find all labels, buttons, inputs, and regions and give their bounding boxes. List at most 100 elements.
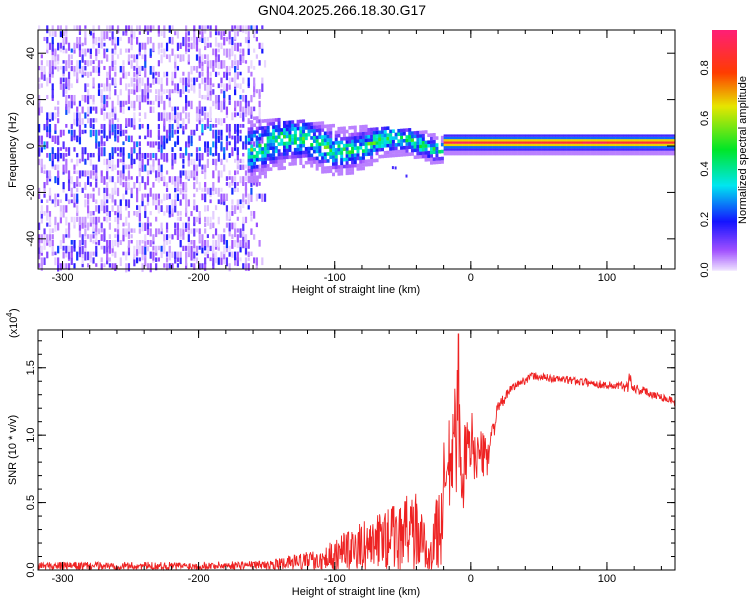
heatmap-cell bbox=[579, 136, 583, 140]
heatmap-cell bbox=[204, 147, 207, 153]
heatmap-cell bbox=[73, 216, 76, 226]
heatmap-cell bbox=[571, 139, 575, 142]
heatmap-cell bbox=[514, 139, 518, 142]
heatmap-cell bbox=[364, 131, 368, 136]
heatmap-cell bbox=[636, 148, 640, 151]
heatmap-cell bbox=[176, 222, 180, 230]
heatmap-cell bbox=[84, 25, 87, 29]
heatmap-cell bbox=[171, 48, 174, 56]
colorbar-segment bbox=[712, 174, 737, 177]
heatmap-cell bbox=[337, 147, 341, 152]
heatmap-cell bbox=[149, 36, 152, 44]
heatmap-cell bbox=[666, 134, 670, 137]
heatmap-cell bbox=[626, 143, 629, 147]
heatmap-cell bbox=[100, 94, 103, 103]
heatmap-cell bbox=[555, 141, 559, 144]
heatmap-cell bbox=[647, 136, 651, 140]
heatmap-cell bbox=[92, 239, 95, 244]
heatmap-cell bbox=[182, 158, 185, 164]
heatmap-cell bbox=[361, 138, 365, 143]
heatmap-cell bbox=[242, 106, 245, 113]
heatmap-cell bbox=[204, 112, 207, 120]
heatmap-cell bbox=[634, 141, 638, 144]
heatmap-cell bbox=[519, 150, 523, 154]
heatmap-cell bbox=[476, 141, 480, 144]
heatmap-cell bbox=[557, 148, 561, 151]
heatmap-cell bbox=[127, 135, 131, 143]
heatmap-cell bbox=[410, 152, 414, 156]
heatmap-cell bbox=[454, 136, 458, 140]
heatmap-cell bbox=[370, 152, 374, 156]
heatmap-cell bbox=[152, 234, 155, 242]
heatmap-cell bbox=[590, 134, 594, 137]
heatmap-cell bbox=[386, 133, 390, 137]
heatmap-cell bbox=[185, 193, 188, 202]
heatmap-cell bbox=[176, 228, 180, 236]
heatmap-cell bbox=[612, 134, 616, 137]
heatmap-cell bbox=[299, 143, 303, 148]
heatmap-cell bbox=[204, 123, 207, 130]
colorbar-segment bbox=[712, 140, 737, 143]
heatmap-cell bbox=[522, 148, 526, 151]
heatmap-cell bbox=[449, 150, 453, 154]
heatmap-cell bbox=[125, 164, 128, 170]
heatmap-cell bbox=[152, 251, 155, 261]
heatmap-cell bbox=[133, 71, 136, 77]
heatmap-cell bbox=[435, 153, 439, 158]
heatmap-cell bbox=[67, 60, 71, 69]
heatmap-cell bbox=[538, 141, 542, 144]
heatmap-cell bbox=[116, 54, 120, 59]
heatmap-cell bbox=[103, 234, 106, 242]
heatmap-cell bbox=[236, 147, 239, 156]
heatmap-cell bbox=[655, 143, 659, 147]
heatmap-cell bbox=[144, 234, 147, 242]
heatmap-cell bbox=[97, 228, 101, 235]
heatmap-cell bbox=[650, 134, 654, 137]
heatmap-cell bbox=[122, 129, 125, 136]
heatmap-cell bbox=[296, 151, 300, 155]
heatmap-cell bbox=[274, 135, 278, 140]
heatmap-cell bbox=[190, 141, 193, 147]
heatmap-cell bbox=[106, 83, 109, 92]
heatmap-cell bbox=[193, 170, 196, 178]
heatmap-cell bbox=[266, 146, 270, 151]
heatmap-cell bbox=[89, 60, 92, 66]
heatmap-cell bbox=[119, 36, 122, 41]
heatmap-cell bbox=[100, 222, 103, 229]
heatmap-cell bbox=[555, 136, 559, 140]
heatmap-cell bbox=[228, 129, 231, 139]
heatmap-cell bbox=[242, 222, 245, 231]
heatmap-cell bbox=[100, 60, 103, 64]
heatmap-cell bbox=[187, 71, 190, 80]
heatmap-cell bbox=[631, 152, 635, 156]
heatmap-cell bbox=[174, 106, 177, 115]
heatmap-cell bbox=[190, 239, 193, 245]
heatmap-cell bbox=[247, 263, 250, 271]
heatmap-cell bbox=[364, 145, 368, 150]
heatmap-cell bbox=[87, 205, 90, 214]
heatmap-cell bbox=[449, 152, 453, 156]
heatmap-cell bbox=[84, 228, 87, 237]
heatmap-cell bbox=[340, 126, 344, 131]
heatmap-cell bbox=[307, 157, 311, 161]
heatmap-cell bbox=[160, 83, 163, 92]
heatmap-cell bbox=[372, 141, 376, 146]
colorbar-tick-label: 0.0 bbox=[699, 262, 711, 277]
heatmap-cell bbox=[552, 150, 556, 154]
heatmap-cell bbox=[269, 156, 273, 161]
heatmap-cell bbox=[225, 83, 229, 92]
heatmap-cell bbox=[92, 129, 95, 137]
heatmap-cell bbox=[239, 60, 242, 66]
heatmap-cell bbox=[351, 139, 355, 144]
heatmap-cell bbox=[479, 150, 482, 154]
heatmap-cell bbox=[214, 71, 218, 77]
heatmap-cell bbox=[383, 143, 387, 148]
heatmap-cell bbox=[106, 251, 109, 261]
heatmap-cell bbox=[247, 137, 251, 142]
heatmap-cell bbox=[402, 138, 406, 143]
heatmap-cell bbox=[258, 118, 261, 126]
heatmap-cell bbox=[187, 135, 190, 144]
heatmap-cell bbox=[62, 36, 65, 46]
y-tick-label: 20 bbox=[25, 93, 37, 105]
heatmap-cell bbox=[234, 60, 237, 66]
